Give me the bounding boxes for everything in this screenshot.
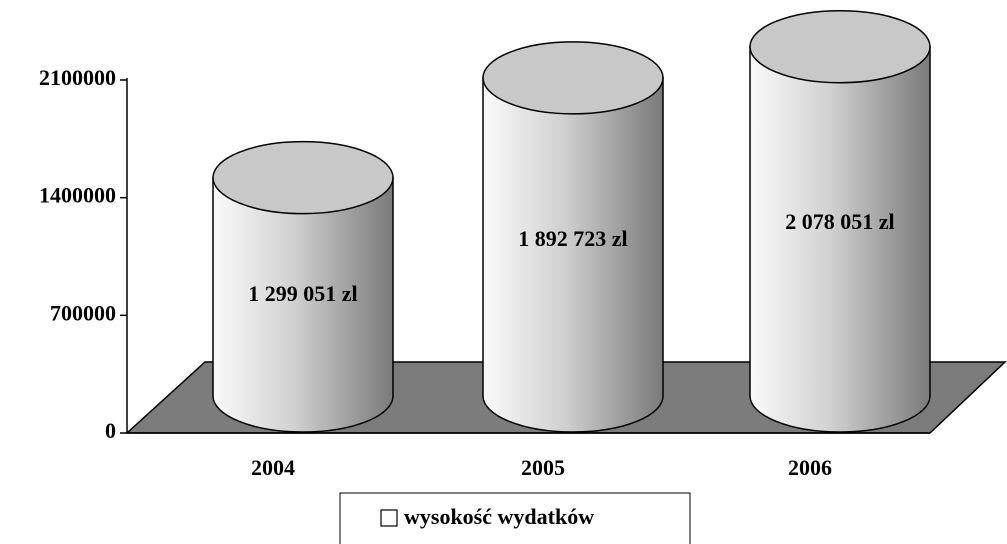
cylinder-top bbox=[482, 41, 664, 115]
y-tick-label: 2100000 bbox=[39, 65, 116, 90]
value-label: 1 299 051 zl bbox=[248, 281, 357, 306]
x-tick-label: 2006 bbox=[788, 455, 832, 480]
x-tick-label: 2005 bbox=[521, 455, 565, 480]
y-tick-label: 700000 bbox=[50, 300, 116, 325]
value-label: 1 892 723 zl bbox=[518, 226, 627, 251]
legend-label: wysokość wydatków bbox=[404, 504, 594, 529]
x-tick-label: 2004 bbox=[251, 455, 295, 480]
y-tick-label: 0 bbox=[105, 418, 116, 443]
cylinder bbox=[749, 45, 931, 433]
legend-box bbox=[339, 492, 691, 544]
cylinder-top bbox=[212, 140, 394, 215]
cylinder bbox=[212, 176, 394, 433]
cylinder bbox=[482, 77, 664, 433]
value-label: 2 078 051 zl bbox=[785, 209, 894, 234]
legend-swatch bbox=[380, 509, 398, 527]
y-tick-label: 1400000 bbox=[39, 183, 116, 208]
cylinder-top bbox=[749, 9, 931, 84]
